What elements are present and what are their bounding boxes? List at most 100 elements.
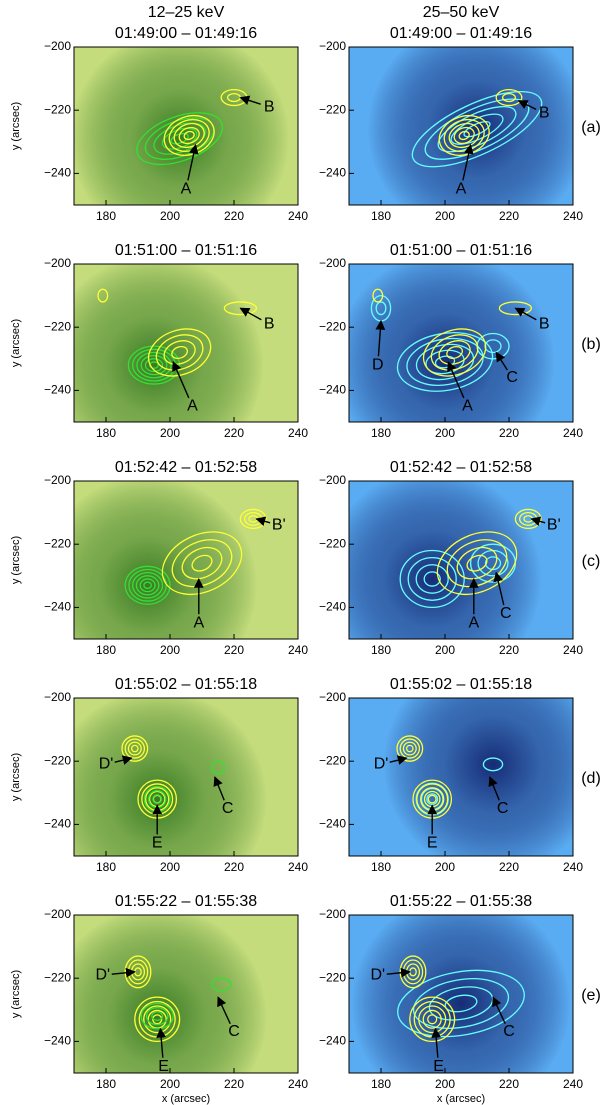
annotation-arrow bbox=[492, 996, 506, 1025]
contour bbox=[411, 90, 543, 168]
image-intensity bbox=[74, 698, 298, 856]
contour bbox=[163, 340, 196, 365]
panel: 180 200 220 240 −240 −220 −200 01:55:02 – 01:55… bbox=[10, 676, 308, 874]
contour bbox=[405, 744, 414, 753]
contour bbox=[155, 334, 204, 371]
contour bbox=[124, 738, 146, 759]
contour bbox=[476, 332, 510, 360]
x-tick-label: 180 bbox=[371, 426, 391, 440]
y-axis-label: y (arcsec) bbox=[10, 102, 22, 150]
annotation-arrow bbox=[389, 755, 408, 765]
annotation-label: A bbox=[462, 397, 473, 414]
contour bbox=[482, 757, 504, 772]
annotation-label: B' bbox=[272, 516, 286, 533]
annotation-arrow bbox=[187, 144, 199, 181]
contour bbox=[183, 130, 195, 141]
annotation-arrow bbox=[530, 516, 546, 527]
contour bbox=[136, 351, 172, 379]
panel-label: (d) bbox=[581, 770, 601, 787]
x-tick-label: 200 bbox=[160, 1077, 180, 1091]
y-tick-label: −240 bbox=[319, 817, 346, 831]
y-tick-label: −240 bbox=[44, 1034, 71, 1048]
y-tick-label: −240 bbox=[44, 600, 71, 614]
contour bbox=[152, 794, 163, 804]
y-axis-label: y (arcsec) bbox=[10, 536, 22, 584]
contour bbox=[130, 744, 139, 753]
contour bbox=[161, 531, 243, 596]
annotation-label: C bbox=[228, 1023, 240, 1040]
y-tick-label: −200 bbox=[319, 690, 346, 704]
annotation-label: C bbox=[506, 369, 518, 386]
contour bbox=[127, 741, 142, 756]
y-tick-label: −200 bbox=[319, 39, 346, 53]
x-tick-label: 200 bbox=[435, 643, 455, 657]
annotation-arrow bbox=[514, 307, 537, 321]
annotation-arrow bbox=[239, 307, 262, 321]
contour bbox=[372, 288, 384, 303]
y-axis-label: y (arcsec) bbox=[10, 753, 22, 801]
contour bbox=[402, 741, 417, 756]
contour bbox=[495, 89, 523, 107]
axes-frame bbox=[348, 697, 574, 857]
annotation-arrow bbox=[517, 100, 537, 111]
contour bbox=[143, 581, 152, 590]
contours bbox=[370, 288, 533, 392]
y-tick-label: −240 bbox=[44, 817, 71, 831]
contour bbox=[407, 556, 457, 601]
contour bbox=[170, 132, 189, 145]
y-tick-label: −200 bbox=[44, 907, 71, 921]
contour bbox=[140, 354, 168, 376]
panel: 180 200 220 240 −240 −220 −200 01:51:00 – 01:51… bbox=[10, 242, 308, 440]
contour bbox=[434, 355, 456, 369]
image-intensity bbox=[74, 481, 298, 639]
contour bbox=[422, 328, 487, 377]
annotation-label: D' bbox=[370, 966, 385, 983]
contours bbox=[399, 508, 542, 609]
x-tick-label: 240 bbox=[563, 1077, 583, 1091]
annotation-label: A bbox=[193, 614, 204, 631]
panel: 180 200 220 240 −240 −220 −200 01:49:00 – 01:49… bbox=[10, 4, 308, 223]
contour bbox=[181, 546, 223, 580]
y-tick-label: −240 bbox=[44, 166, 71, 180]
contour bbox=[438, 340, 471, 365]
annotation-label: B bbox=[264, 98, 275, 115]
y-tick-label: −220 bbox=[319, 102, 346, 116]
panel-title: 01:55:02 – 01:55:18 bbox=[115, 676, 257, 693]
annotation-label: B bbox=[539, 105, 550, 122]
contour bbox=[121, 735, 149, 762]
annotation-arrow bbox=[375, 319, 386, 357]
axes-frame bbox=[348, 480, 574, 640]
contour bbox=[484, 556, 502, 571]
contour bbox=[425, 349, 465, 375]
annotation-arrow bbox=[447, 361, 465, 399]
x-tick-label: 200 bbox=[435, 426, 455, 440]
y-tick-label: −220 bbox=[319, 319, 346, 333]
contour bbox=[426, 793, 439, 806]
y-tick-label: −240 bbox=[319, 383, 346, 397]
x-tick-label: 200 bbox=[435, 209, 455, 223]
contour bbox=[415, 343, 475, 381]
annotation-arrow bbox=[172, 361, 190, 399]
annotation-arrow bbox=[488, 776, 500, 801]
panel-label: (b) bbox=[581, 336, 601, 353]
annotation-arrow bbox=[493, 571, 505, 606]
panel-label: (c) bbox=[582, 553, 601, 570]
contour bbox=[124, 565, 171, 605]
x-tick-label: 180 bbox=[371, 209, 391, 223]
contour bbox=[375, 301, 387, 316]
annotation-label: E bbox=[158, 1058, 169, 1075]
y-tick-label: −220 bbox=[319, 970, 346, 984]
contour bbox=[147, 328, 212, 377]
image-intensity bbox=[349, 915, 573, 1073]
annotation-label: C bbox=[503, 1023, 515, 1040]
contour bbox=[409, 996, 456, 1043]
x-tick-label: 240 bbox=[288, 643, 308, 657]
contour bbox=[135, 575, 160, 596]
x-tick-label: 180 bbox=[371, 860, 391, 874]
x-tick-label: 200 bbox=[160, 426, 180, 440]
annotation-label: A bbox=[456, 180, 467, 197]
x-tick-label: 200 bbox=[435, 860, 455, 874]
contour bbox=[412, 978, 510, 1029]
y-tick-label: −220 bbox=[44, 102, 71, 116]
